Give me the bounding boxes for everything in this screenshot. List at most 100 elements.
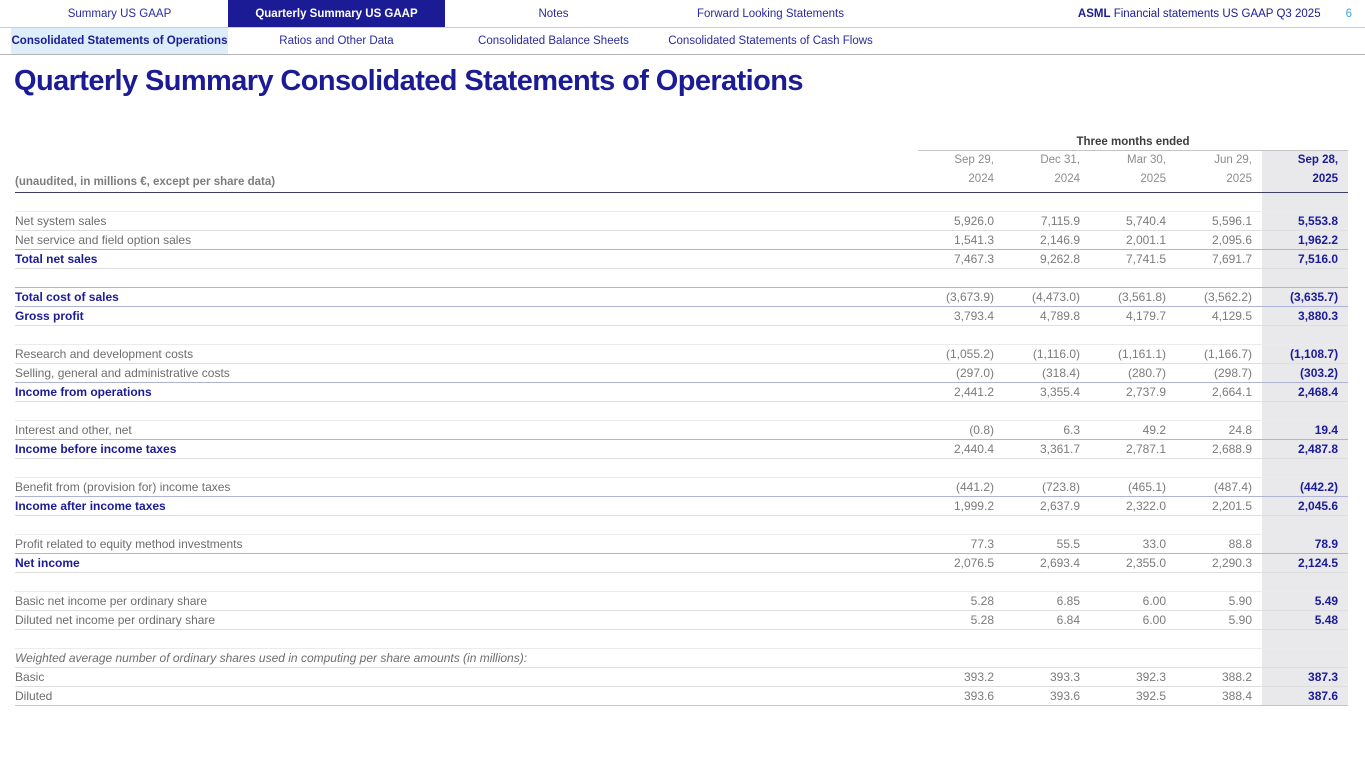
value-cell-highlight: 5.49 <box>1262 591 1349 611</box>
value-cell: 1,541.3 <box>918 230 1004 250</box>
table-row: Diluted 393.6 393.6 392.5 388.4 387.6 <box>15 686 1349 706</box>
value-cell-highlight: 78.9 <box>1262 534 1349 554</box>
value-cell: 33.0 <box>1090 534 1176 554</box>
spacer-cell <box>15 325 1262 345</box>
row-label: Selling, general and administrative cost… <box>15 363 918 383</box>
value-cell: 4,789.8 <box>1004 306 1090 326</box>
value-cell: 5,926.0 <box>918 211 1004 231</box>
table-row: Total net sales 7,467.3 9,262.8 7,741.5 7,69… <box>15 249 1349 269</box>
top-navigation: Summary US GAAP Quarterly Summary US GAA… <box>0 0 1365 28</box>
value-cell: 393.6 <box>918 686 1004 706</box>
value-cell: 6.00 <box>1090 591 1176 611</box>
row-label: Total net sales <box>15 249 918 269</box>
column-header: Sep 29, 2024 <box>918 150 1004 193</box>
value-cell: (441.2) <box>918 477 1004 497</box>
row-label: Weighted average number of ordinary shar… <box>15 648 1262 668</box>
value-cell: 88.8 <box>1176 534 1262 554</box>
table-row: Diluted net income per ordinary share 5.2… <box>15 610 1349 630</box>
spacer-row <box>15 572 1349 592</box>
value-cell-highlight: 1,962.2 <box>1262 230 1349 250</box>
group-header: Three months ended <box>918 134 1349 151</box>
spacer-cell-highlight <box>1262 572 1349 592</box>
row-label: Interest and other, net <box>15 420 918 440</box>
value-cell: 5.90 <box>1176 610 1262 630</box>
value-cell: (465.1) <box>1090 477 1176 497</box>
value-cell: 5.28 <box>918 610 1004 630</box>
value-cell: 4,129.5 <box>1176 306 1262 326</box>
value-cell-highlight: 7,516.0 <box>1262 249 1349 269</box>
value-cell: 4,179.7 <box>1090 306 1176 326</box>
value-cell: 5.28 <box>918 591 1004 611</box>
tab-summary-us-gaap[interactable]: Summary US GAAP <box>67 7 172 20</box>
row-label: Research and development costs <box>15 344 918 364</box>
value-cell: (280.7) <box>1090 363 1176 383</box>
page-number: 6 <box>1345 7 1352 20</box>
row-label: Gross profit <box>15 306 918 326</box>
document-title: ASML Financial statements US GAAP Q3 202… <box>1077 7 1321 20</box>
spacer-cell-highlight <box>1262 325 1349 345</box>
value-cell: 2,095.6 <box>1176 230 1262 250</box>
spacer-cell-highlight <box>1262 458 1349 478</box>
value-cell-highlight: 2,487.8 <box>1262 439 1349 459</box>
subtab-consolidated-balance-sheets[interactable]: Consolidated Balance Sheets <box>478 35 629 47</box>
value-cell: 7,691.7 <box>1176 249 1262 269</box>
spacer-row <box>15 268 1349 288</box>
value-cell: 24.8 <box>1176 420 1262 440</box>
value-cell: 2,664.1 <box>1176 382 1262 402</box>
table-row: Basic net income per ordinary share 5.28 6… <box>15 591 1349 611</box>
value-cell: (3,673.9) <box>918 287 1004 307</box>
value-cell: 6.85 <box>1004 591 1090 611</box>
spacer-row <box>15 325 1349 345</box>
value-cell-highlight: (3,635.7) <box>1262 287 1349 307</box>
row-label: Net system sales <box>15 211 918 231</box>
value-cell: 2,076.5 <box>918 553 1004 573</box>
spacer-row <box>15 192 1349 212</box>
table-row: Net system sales 5,926.0 7,115.9 5,740.4 5,5… <box>15 211 1349 231</box>
value-cell: 6.00 <box>1090 610 1176 630</box>
column-header: Jun 29, 2025 <box>1176 150 1262 193</box>
value-cell-highlight: 19.4 <box>1262 420 1349 440</box>
row-label: Net service and field option sales <box>15 230 918 250</box>
value-cell-highlight <box>1262 648 1349 668</box>
value-cell: 3,793.4 <box>918 306 1004 326</box>
spacer-cell-highlight <box>1262 629 1349 649</box>
value-cell: 393.3 <box>1004 667 1090 687</box>
subtab-consolidated-statements-of-cash-flows[interactable]: Consolidated Statements of Cash Flows <box>668 35 873 47</box>
value-cell-highlight: 2,045.6 <box>1262 496 1349 516</box>
value-cell: 3,355.4 <box>1004 382 1090 402</box>
value-cell: 7,467.3 <box>918 249 1004 269</box>
value-cell: 2,201.5 <box>1176 496 1262 516</box>
tab-forward-looking-statements[interactable]: Forward Looking Statements <box>696 7 845 20</box>
tab-quarterly-summary-us-gaap[interactable]: Quarterly Summary US GAAP <box>228 0 445 27</box>
value-cell: (318.4) <box>1004 363 1090 383</box>
value-cell: 2,146.9 <box>1004 230 1090 250</box>
value-cell-highlight: 2,468.4 <box>1262 382 1349 402</box>
statement-table-body: Net system sales 5,926.0 7,115.9 5,740.4 5,5… <box>15 192 1349 706</box>
value-cell: 5,596.1 <box>1176 211 1262 231</box>
value-cell: 2,001.1 <box>1090 230 1176 250</box>
value-cell: (1,166.7) <box>1176 344 1262 364</box>
column-header-row: (unaudited, in millions €, except per sh… <box>15 150 1349 193</box>
unaudited-note: (unaudited, in millions €, except per sh… <box>15 150 918 193</box>
page-title: Quarterly Summary Consolidated Statement… <box>14 65 803 97</box>
table-row: Income after income taxes 1,999.2 2,637.9 2… <box>15 496 1349 516</box>
table-row: Income from operations 2,441.2 3,355.4 2,73… <box>15 382 1349 402</box>
table-row: Total cost of sales (3,673.9) (4,473.0) (3,… <box>15 287 1349 307</box>
subtab-consolidated-statements-of-operations[interactable]: Consolidated Statements of Operations <box>11 28 228 54</box>
table-row: Weighted average number of ordinary shar… <box>15 648 1349 668</box>
value-cell: (1,055.2) <box>918 344 1004 364</box>
value-cell-highlight: 3,880.3 <box>1262 306 1349 326</box>
value-cell: (1,161.1) <box>1090 344 1176 364</box>
spacer-row <box>15 515 1349 535</box>
table-row: Benefit from (provision for) income taxe… <box>15 477 1349 497</box>
value-cell: (3,562.2) <box>1176 287 1262 307</box>
value-cell: 2,693.4 <box>1004 553 1090 573</box>
value-cell-highlight: 387.6 <box>1262 686 1349 706</box>
row-label: Income before income taxes <box>15 439 918 459</box>
value-cell: 393.6 <box>1004 686 1090 706</box>
table-row: Interest and other, net (0.8) 6.3 49.2 24.8 1… <box>15 420 1349 440</box>
value-cell: 392.3 <box>1090 667 1176 687</box>
row-label: Basic net income per ordinary share <box>15 591 918 611</box>
tab-notes[interactable]: Notes <box>538 7 569 20</box>
subtab-ratios-and-other-data[interactable]: Ratios and Other Data <box>279 35 394 47</box>
